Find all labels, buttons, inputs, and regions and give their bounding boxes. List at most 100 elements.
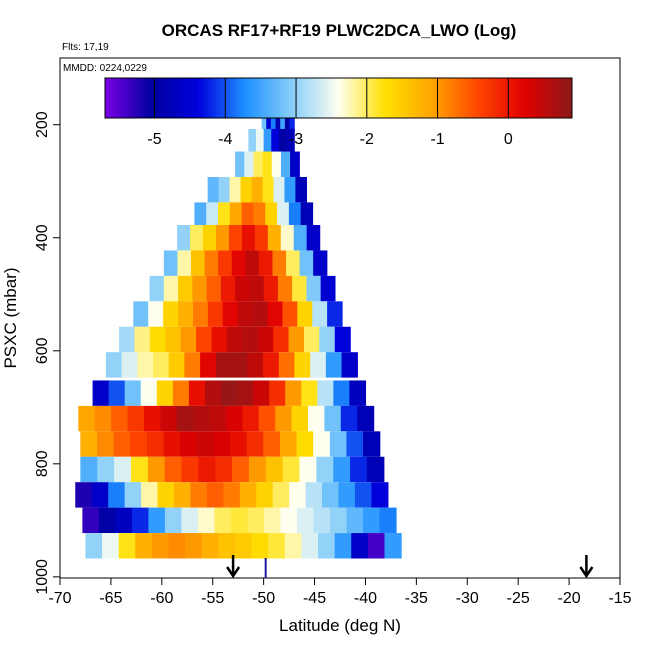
data-cell bbox=[366, 456, 385, 483]
data-cell bbox=[246, 431, 264, 457]
data-layer bbox=[75, 106, 402, 559]
data-cell bbox=[96, 431, 115, 457]
data-cell bbox=[245, 250, 260, 276]
data-cell bbox=[222, 301, 239, 327]
colorbar-segment bbox=[516, 78, 520, 118]
data-cell bbox=[322, 482, 340, 508]
data-band bbox=[105, 352, 358, 378]
data-band bbox=[177, 225, 321, 251]
data-cell bbox=[131, 507, 150, 534]
colorbar-segment bbox=[151, 78, 156, 118]
data-cell bbox=[252, 301, 269, 327]
colorbar-segment bbox=[119, 78, 124, 118]
data-cell bbox=[114, 456, 132, 483]
data-cell bbox=[288, 202, 302, 228]
data-cell bbox=[271, 128, 280, 155]
data-cell bbox=[327, 301, 343, 327]
colorbar-segment bbox=[248, 78, 252, 118]
data-cell bbox=[334, 326, 351, 353]
colorbar-segment bbox=[569, 78, 573, 118]
data-cell bbox=[165, 326, 182, 353]
x-tick-label: -65 bbox=[99, 590, 122, 607]
colorbar-segment bbox=[271, 78, 275, 118]
colorbar-segment bbox=[116, 78, 121, 118]
data-cell bbox=[273, 326, 290, 353]
data-band bbox=[85, 533, 402, 559]
data-cell bbox=[354, 482, 372, 508]
data-cell bbox=[191, 250, 206, 276]
colorbar-segment bbox=[172, 78, 176, 118]
y-axis-label: PSXC (mbar) bbox=[1, 267, 20, 368]
data-cell bbox=[113, 431, 131, 457]
colorbar-segment bbox=[192, 78, 196, 118]
colorbar-segment bbox=[201, 78, 205, 118]
data-cell bbox=[316, 456, 334, 483]
data-band bbox=[194, 202, 314, 228]
colorbar-segment bbox=[525, 78, 529, 118]
colorbar-segment bbox=[385, 78, 389, 118]
data-cell bbox=[241, 225, 256, 251]
data-cell bbox=[234, 533, 253, 559]
data-cell bbox=[206, 482, 224, 508]
data-cell bbox=[295, 176, 307, 203]
data-cell bbox=[306, 275, 322, 302]
colorbar-segment bbox=[539, 78, 544, 118]
colorbar-segment bbox=[122, 78, 126, 118]
colorbar-segment bbox=[177, 78, 182, 118]
data-cell bbox=[282, 456, 301, 483]
data-cell bbox=[196, 326, 213, 353]
colorbar-segment bbox=[189, 78, 194, 118]
data-cell bbox=[263, 431, 281, 457]
colorbar-segment bbox=[265, 78, 269, 118]
data-cell bbox=[147, 456, 166, 483]
data-band bbox=[133, 301, 343, 327]
data-cell bbox=[149, 275, 165, 302]
data-cell bbox=[185, 533, 203, 559]
data-cell bbox=[371, 482, 389, 508]
colorbar-segment bbox=[180, 78, 185, 118]
data-cell bbox=[177, 225, 191, 251]
x-axis-label: Latitude (deg N) bbox=[279, 616, 401, 635]
colorbar-segment bbox=[131, 78, 135, 118]
data-cell bbox=[160, 405, 178, 432]
colorbar-segment bbox=[566, 78, 570, 118]
x-tick-label: -70 bbox=[48, 590, 71, 607]
colorbar-segment bbox=[274, 78, 278, 118]
data-cell bbox=[176, 405, 194, 432]
colorbar-segment bbox=[315, 78, 319, 118]
data-cell bbox=[357, 405, 375, 432]
data-cell bbox=[324, 405, 342, 432]
data-cell bbox=[292, 275, 307, 302]
data-cell bbox=[105, 352, 123, 378]
colorbar-segment bbox=[408, 78, 412, 118]
colorbar-segment bbox=[326, 78, 331, 118]
colorbar-segment bbox=[259, 78, 264, 118]
colorbar-segment bbox=[335, 78, 339, 118]
data-cell bbox=[247, 507, 265, 534]
data-cell bbox=[284, 176, 297, 203]
data-cell bbox=[263, 352, 280, 378]
data-cell bbox=[285, 380, 302, 406]
colorbar-segment bbox=[379, 78, 383, 118]
colorbar-segment bbox=[280, 78, 284, 118]
colorbar-segment bbox=[358, 78, 363, 118]
data-cell bbox=[271, 151, 282, 177]
data-cell bbox=[214, 507, 232, 534]
x-tick-label: -20 bbox=[558, 590, 581, 607]
colorbar-segment bbox=[449, 78, 453, 118]
colorbar-tick-label: -1 bbox=[430, 131, 444, 148]
data-cell bbox=[232, 456, 250, 483]
data-cell bbox=[237, 301, 254, 327]
data-band bbox=[248, 128, 295, 155]
data-cell bbox=[329, 431, 348, 457]
data-cell bbox=[289, 106, 295, 132]
data-cell bbox=[319, 326, 336, 353]
data-cell bbox=[253, 380, 270, 406]
data-cell bbox=[363, 431, 381, 457]
colorbar-segment bbox=[367, 78, 372, 118]
data-cell bbox=[290, 151, 300, 177]
colorbar-segment bbox=[297, 78, 302, 118]
data-cell bbox=[220, 380, 238, 406]
colorbar-segment bbox=[224, 78, 229, 118]
y-tick-label: 1000 bbox=[34, 559, 51, 595]
